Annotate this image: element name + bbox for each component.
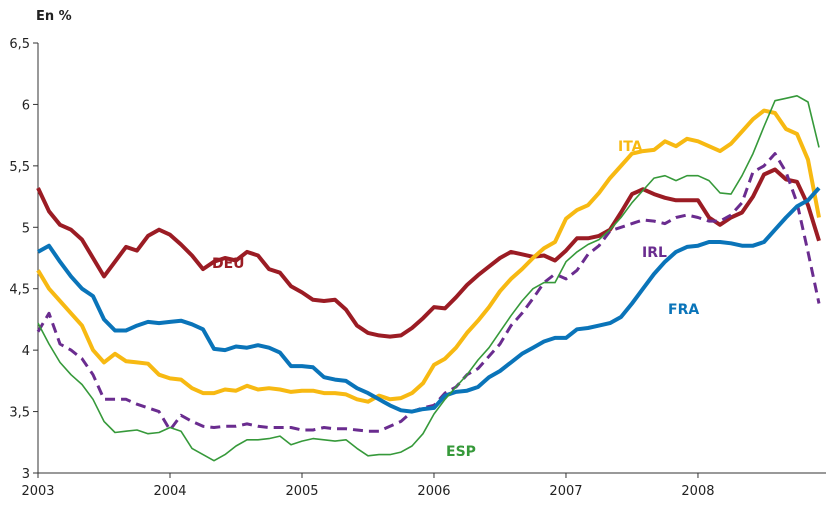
- x-tick-label: 2006: [417, 484, 450, 499]
- series-line: [37, 186, 821, 414]
- y-tick-label: 4,5: [9, 283, 30, 298]
- y-tick-label: 3: [22, 467, 30, 482]
- series-label: ITA: [618, 139, 643, 155]
- series-label: ESP: [446, 444, 476, 460]
- y-tick-label: 6: [22, 98, 30, 113]
- series-line: [36, 152, 821, 433]
- x-tick-label: 2008: [681, 484, 714, 499]
- y-tick-label: 6,5: [9, 37, 30, 52]
- series-line: [36, 167, 821, 339]
- y-tick-label: 4: [22, 344, 30, 359]
- series-line: [37, 95, 820, 462]
- y-tick-label: 5: [22, 221, 30, 236]
- y-axis-label: En %: [36, 9, 72, 24]
- x-tick-label: 2004: [153, 484, 186, 499]
- series-label: DEU: [212, 256, 245, 272]
- x-tick-label: 2005: [285, 484, 318, 499]
- series-label: FRA: [668, 302, 699, 318]
- y-tick-label: 3,5: [9, 406, 30, 421]
- x-tick-label: 2003: [21, 484, 54, 499]
- x-tick-label: 2007: [549, 484, 582, 499]
- series-line: [36, 108, 821, 404]
- series-label: IRL: [642, 245, 667, 261]
- y-tick-label: 5,5: [9, 160, 30, 175]
